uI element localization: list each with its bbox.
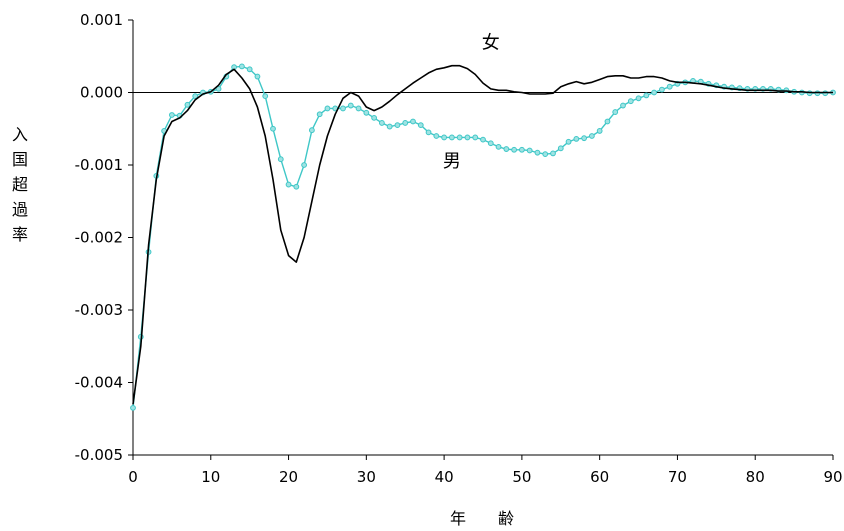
series-point-male [130,404,136,411]
series-point-male [301,162,308,168]
series-point-male [565,138,572,145]
y-tick-label: -0.001 [75,156,123,174]
x-tick-label: 70 [668,468,687,486]
series-point-male [192,93,199,100]
series-point-male [184,101,191,108]
series-point-male [495,143,502,150]
x-axis-ticks: 0 10 20 30 40 50 60 70 80 90 [128,455,843,486]
series-point-male [550,150,556,157]
series-point-male [542,151,549,158]
series-point-male [293,183,300,190]
y-tick-label: 0.001 [80,11,123,29]
series-point-male [573,136,580,142]
chart-axes [132,20,833,456]
x-axis-title: 年 齢 [450,509,514,528]
series-point-male [246,66,253,73]
y-tick-label: -0.004 [75,374,123,392]
x-tick-label: 30 [357,468,376,486]
series-point-male [324,105,331,112]
series-point-male [604,118,611,125]
series-point-male [417,122,424,129]
series-point-male [285,181,292,188]
series-point-male [394,122,401,129]
series-point-male [402,120,409,126]
series-line-male [132,65,834,408]
series-layer [130,63,836,411]
series-point-male [581,135,588,142]
series-point-male [363,109,370,116]
series-point-male [651,89,658,96]
series-label-male: 男 [443,151,461,172]
series-point-male [480,136,486,143]
series-point-male [620,102,626,109]
series-point-male [534,149,541,156]
y-axis-title-char: 入 [12,125,28,144]
series-point-male [487,140,494,147]
series-point-male [526,147,533,154]
x-tick-label: 80 [746,468,765,486]
y-tick-label: 0.000 [80,84,123,102]
series-point-male [518,146,525,153]
series-point-male [456,134,463,141]
series-point-male [277,156,284,163]
series-point-male [340,105,346,112]
series-point-male [254,73,261,80]
series-point-male [441,134,448,141]
x-tick-label: 10 [201,468,220,486]
series-point-male [448,134,455,141]
x-tick-label: 40 [435,468,454,486]
series-point-male [612,109,619,115]
series-point-male [658,86,665,93]
series-label-female: 女 [482,32,500,53]
series-point-male [511,146,518,153]
series-point-male [378,120,385,126]
series-point-male [666,83,673,90]
x-tick-label: 0 [128,468,138,486]
y-tick-label: -0.003 [75,301,123,319]
series-point-male [433,133,440,139]
series-point-male [238,63,245,70]
series-point-male [215,85,222,92]
x-tick-label: 60 [590,468,609,486]
series-point-male [425,129,432,136]
series-point-male [472,134,479,141]
series-point-male [596,128,603,134]
y-axis-title-char: 率 [12,225,28,244]
series-point-male [588,133,595,139]
y-axis-title-char: 国 [12,150,28,169]
series-labels: 女男 [443,32,500,172]
y-tick-label: -0.002 [75,229,123,247]
series-point-male [168,112,175,118]
series-point-male [355,105,362,112]
series-point-male [347,102,354,109]
x-tick-label: 50 [512,468,531,486]
series-point-male [371,114,378,121]
x-tick-label: 20 [279,468,298,486]
y-axis-ticks: 0.001 0.000 -0.001 -0.002 -0.003 -0.004 -0.005 [75,11,133,464]
y-axis-title-char: 過 [12,200,28,219]
series-point-male [262,93,269,100]
series-point-male [270,125,276,132]
series-point-male [503,146,510,152]
series-point-male [316,111,323,118]
series-point-male [464,134,471,141]
series-point-male [643,92,650,99]
series-point-male [386,123,393,130]
y-axis-title: 入国超過率 [12,125,28,244]
y-tick-label: -0.005 [75,446,123,464]
y-axis-title-char: 超 [12,175,28,194]
series-point-male [557,145,564,152]
series-point-male [308,127,315,134]
series-point-male [627,98,634,105]
series-point-male [635,95,642,102]
series-point-male [410,118,416,125]
x-tick-label: 90 [823,468,842,486]
series-line-female [132,64,833,405]
